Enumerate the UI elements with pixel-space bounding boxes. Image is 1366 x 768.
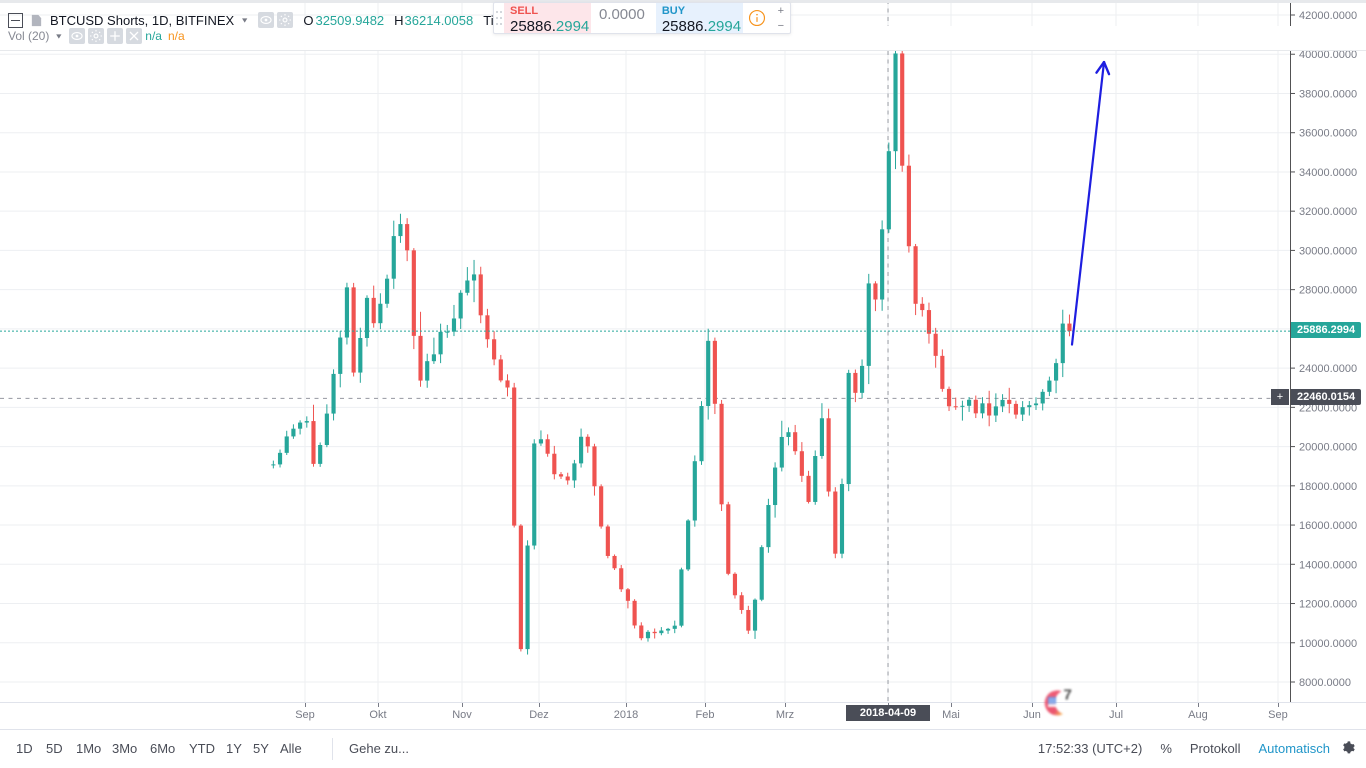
svg-text:30000.0000: 30000.0000 — [1299, 245, 1357, 257]
svg-text:14000.0000: 14000.0000 — [1299, 559, 1357, 571]
svg-text:34000.0000: 34000.0000 — [1299, 167, 1357, 179]
svg-text:42000.0000: 42000.0000 — [1299, 10, 1357, 22]
svg-text:36000.0000: 36000.0000 — [1299, 128, 1357, 140]
svg-text:28000.0000: 28000.0000 — [1299, 285, 1357, 297]
svg-text:18000.0000: 18000.0000 — [1299, 481, 1357, 493]
svg-text:10000.0000: 10000.0000 — [1299, 638, 1357, 650]
svg-text:12000.0000: 12000.0000 — [1299, 599, 1357, 611]
svg-text:32000.0000: 32000.0000 — [1299, 206, 1357, 218]
svg-text:20000.0000: 20000.0000 — [1299, 442, 1357, 454]
svg-text:40000.0000: 40000.0000 — [1299, 49, 1357, 61]
svg-text:8000.0000: 8000.0000 — [1299, 677, 1351, 689]
svg-text:38000.0000: 38000.0000 — [1299, 88, 1357, 100]
svg-text:16000.0000: 16000.0000 — [1299, 520, 1357, 532]
svg-text:24000.0000: 24000.0000 — [1299, 363, 1357, 375]
